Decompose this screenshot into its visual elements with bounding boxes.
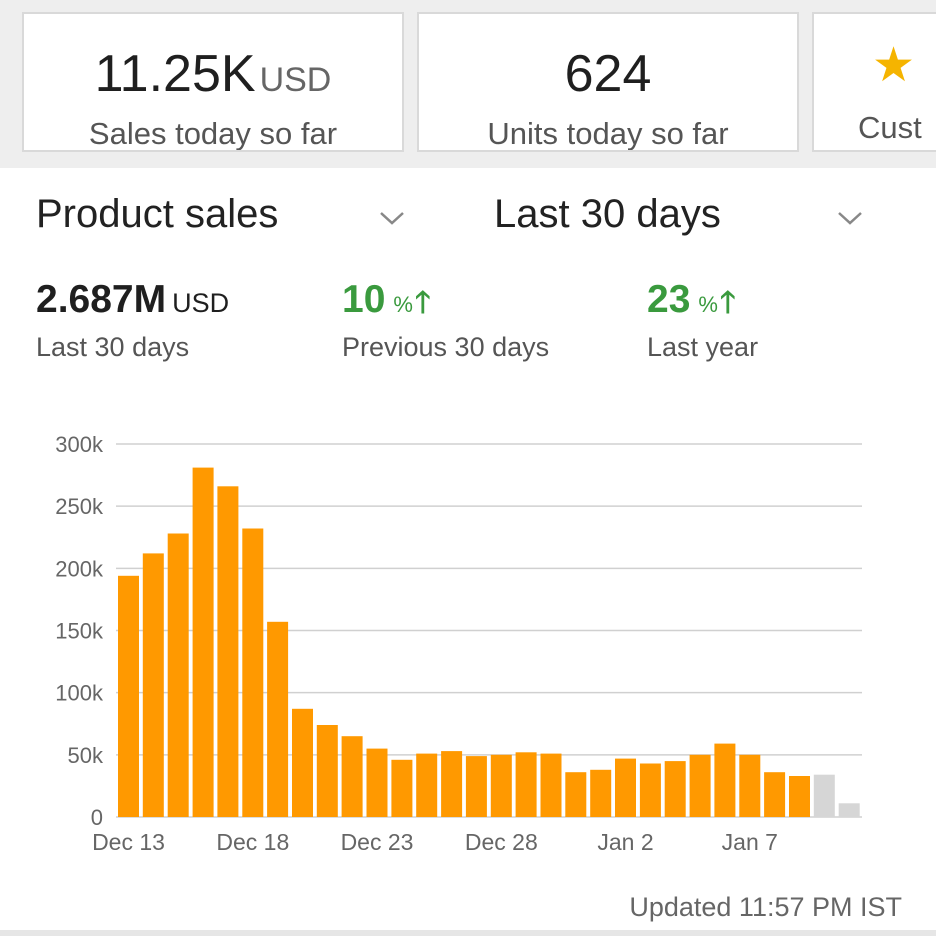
bar-jan-6[interactable] [714, 743, 736, 817]
bar-dec-17[interactable] [217, 486, 239, 817]
bar-dec-30[interactable] [540, 753, 562, 817]
x-tick-label: Dec 28 [465, 829, 538, 855]
bar-dec-16[interactable] [192, 467, 214, 817]
x-tick-label: Dec 13 [92, 829, 165, 855]
bar-dec-22[interactable] [341, 736, 363, 817]
bar-jan-5[interactable] [689, 754, 711, 817]
bar-dec-31[interactable] [565, 772, 587, 817]
x-tick-label: Dec 18 [216, 829, 289, 855]
bar-jan-3[interactable] [639, 763, 661, 818]
sales-today-label: Sales today so far [88, 116, 338, 151]
sales-today-card[interactable]: 11.25K USD Sales today so far [22, 12, 404, 152]
bar-jan-11[interactable] [838, 803, 860, 817]
bar-dec-29[interactable] [515, 752, 537, 817]
bar-dec-20[interactable] [292, 708, 313, 817]
bar-dec-13[interactable] [118, 575, 139, 817]
y-tick-label: 150k [55, 619, 104, 644]
metric-prev30: 10 %🡑 [342, 278, 431, 331]
bar-dec-26[interactable] [441, 751, 463, 817]
bar-dec-24[interactable] [391, 759, 413, 817]
units-today-value: 624 [564, 45, 652, 103]
range-selector[interactable]: Last 30 days [494, 192, 721, 236]
bar-jan-9[interactable] [789, 776, 810, 817]
chevron-down-icon[interactable] [377, 208, 407, 228]
metric-total-value: 2.687M [36, 278, 167, 321]
metric-prev30-unit: % [393, 292, 413, 317]
customer-card[interactable]: ★ Cust [812, 12, 936, 152]
metric-total-unit: USD [172, 288, 230, 318]
metric-lastyear-value: 23 [647, 278, 691, 321]
metric-prev30-value: 10 [342, 278, 386, 321]
bar-dec-27[interactable] [465, 756, 487, 817]
units-today-card[interactable]: 624 Units today so far [417, 12, 799, 152]
arrow-up-icon: 🡑 [414, 286, 431, 319]
metric-lastyear-unit: % [698, 292, 718, 317]
bar-dec-18[interactable] [242, 528, 264, 818]
y-tick-label: 0 [91, 805, 103, 830]
metric-total: 2.687M USD [36, 278, 229, 322]
bar-dec-25[interactable] [416, 753, 438, 817]
bar-jan-7[interactable] [739, 754, 761, 817]
y-tick-label: 200k [55, 556, 104, 581]
y-tick-label: 250k [55, 494, 104, 519]
bottom-divider [0, 930, 936, 936]
bar-jan-1[interactable] [590, 769, 612, 817]
chevron-down-icon[interactable] [835, 208, 865, 228]
bar-dec-28[interactable] [490, 754, 512, 817]
sales-today-value-line: 11.25K USD [24, 44, 402, 104]
bar-jan-4[interactable] [664, 761, 686, 817]
metric-lastyear-label: Last year [647, 332, 759, 362]
units-today-label: Units today so far [487, 116, 729, 151]
sales-today-value: 11.25K [94, 45, 256, 103]
bar-dec-15[interactable] [167, 533, 189, 818]
sales-bar-chart: 0 50k 100k 150k 200k 250k 300k Dec 13 Dec 18 Dec … [55, 432, 862, 855]
y-tick-label: 100k [55, 681, 104, 706]
metric-total-label: Last 30 days [36, 332, 190, 362]
metric-lastyear: 23 %🡑 [647, 278, 736, 331]
x-tick-label: Jan 7 [722, 829, 778, 855]
arrow-up-icon: 🡑 [719, 286, 736, 319]
x-tick-label: Jan 2 [597, 829, 653, 855]
bar-dec-14[interactable] [142, 553, 164, 817]
bar-dec-21[interactable] [316, 725, 338, 817]
sales-today-unit: USD [259, 61, 332, 99]
updated-timestamp: Updated 11:57 PM IST [629, 892, 902, 922]
bar-jan-8[interactable] [764, 772, 786, 817]
y-tick-label: 300k [55, 432, 104, 457]
bar-jan-2[interactable] [615, 758, 636, 817]
star-icon: ★ [872, 39, 916, 92]
metric-selector[interactable]: Product sales [36, 192, 279, 236]
bar-dec-23[interactable] [366, 748, 388, 817]
x-tick-label: Dec 23 [341, 829, 414, 855]
customer-card-label: Cust [858, 110, 922, 145]
y-tick-label: 50k [68, 743, 104, 768]
metric-prev30-label: Previous 30 days [342, 332, 550, 362]
bar-jan-10[interactable] [813, 774, 835, 817]
bar-dec-19[interactable] [267, 621, 289, 817]
